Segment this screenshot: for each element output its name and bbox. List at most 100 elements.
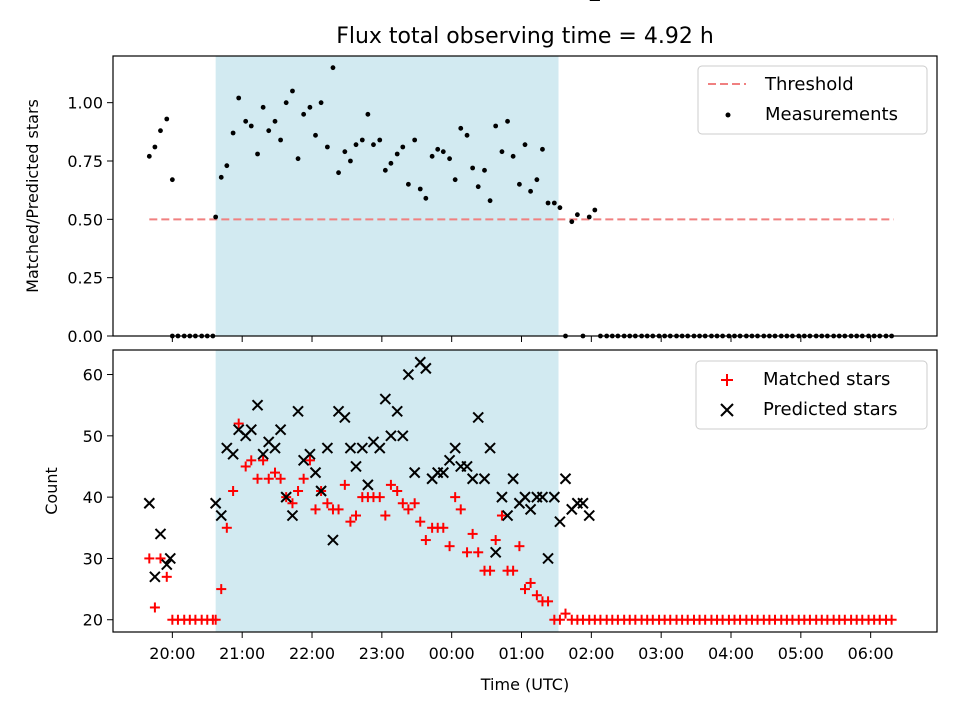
x-tick-label: 00:00 [429, 644, 475, 663]
matched-stars-points [144, 418, 897, 625]
predicted-star-point [304, 448, 316, 460]
measurement-point [365, 111, 371, 117]
measurement-point [574, 212, 580, 218]
measurement-point [342, 149, 348, 155]
x-tick-label: 21:00 [219, 644, 265, 663]
predicted-star-point [501, 509, 514, 522]
matched-star-point [161, 571, 172, 582]
matched-star-point [450, 492, 461, 503]
predicted-star-point [374, 442, 386, 454]
measurement-point [540, 146, 545, 152]
measurement-point [412, 137, 418, 143]
measurement-point [336, 170, 341, 176]
matched-star-point [886, 614, 897, 625]
predicted-star-point [554, 515, 566, 528]
predicted-star-point [524, 503, 537, 516]
matched-star-point [287, 498, 298, 509]
measurement-point [230, 130, 236, 136]
predicted-star-point [437, 466, 450, 479]
measurement-point [318, 100, 324, 106]
bottom-y-axis-label: Count [42, 467, 61, 515]
predicted-star-point [489, 546, 502, 559]
chart-title: Flux total observing time = 4.92 h [336, 24, 714, 49]
matched-star-point [233, 418, 244, 429]
predicted-star-point [379, 393, 392, 405]
predicted-star-point [385, 430, 397, 442]
measurement-point [295, 156, 301, 162]
measurement-point [482, 167, 487, 173]
matched-star-point [455, 504, 466, 515]
measurement-point [522, 142, 528, 148]
matched-star-point [270, 467, 281, 478]
legend-predicted-label: Predicted stars [763, 399, 897, 420]
matched-star-point [333, 504, 344, 515]
matched-star-point [210, 614, 221, 625]
predicted-star-point [209, 497, 222, 509]
predicted-star-point [227, 448, 239, 460]
measurement-point [330, 65, 336, 71]
predicted-star-point [344, 442, 357, 454]
measurement-point [435, 146, 441, 152]
x-tick-label: 05:00 [778, 644, 824, 663]
matched-star-point [322, 498, 333, 509]
measurement-point [236, 95, 242, 101]
matched-star-point [246, 455, 257, 466]
matched-star-point [252, 473, 263, 484]
measurement-point [499, 149, 505, 155]
predicted-star-point [559, 473, 572, 485]
predicted-star-point [484, 442, 496, 454]
measurement-point [377, 137, 383, 143]
matched-star-point [293, 486, 304, 496]
measurement-point [283, 100, 289, 106]
matched-star-point [310, 504, 321, 515]
observing-window-shade-bottom [215, 350, 559, 632]
predicted-star-point [321, 442, 334, 454]
measurement-point [475, 184, 481, 190]
predicted-star-point [397, 430, 409, 442]
measurement-point [152, 144, 158, 150]
matched-star-point [531, 590, 542, 601]
measurement-point [272, 118, 278, 124]
predicted-star-point [420, 362, 432, 375]
matched-star-point [228, 486, 239, 496]
predicted-star-point [478, 473, 491, 485]
measurement-point [169, 177, 175, 183]
measurement-point [290, 88, 295, 94]
matched-star-point [263, 473, 274, 484]
measurement-point [248, 123, 254, 129]
predicted-star-point [257, 448, 269, 460]
predicted-star-point [339, 411, 351, 424]
matched-star-point [392, 486, 403, 496]
measurement-point [545, 200, 551, 206]
predicted-star-point [309, 466, 322, 479]
y-tick-label: 50 [83, 427, 103, 446]
measurement-point [447, 156, 452, 162]
matched-star-point [144, 553, 155, 564]
predicted-star-point [356, 442, 369, 454]
x-tick-label: 02:00 [568, 644, 614, 663]
matched-star-point [415, 516, 426, 527]
predicted-star-point [251, 399, 264, 411]
measurement-point [313, 132, 318, 138]
measurement-point [301, 111, 307, 117]
legend-threshold-label: Threshold [764, 74, 854, 95]
predicted-star-point [466, 473, 479, 485]
predicted-star-point [496, 491, 508, 503]
measurement-point [224, 163, 230, 169]
matched-star-point [374, 492, 385, 503]
measurement-point [569, 219, 575, 225]
measurement-point [470, 165, 476, 171]
matched-star-point [351, 510, 362, 521]
legend-measurements-label: Measurements [765, 104, 898, 125]
y-tick-label: 0.00 [67, 327, 103, 346]
predicted-star-point [583, 509, 595, 522]
measurement-point [388, 160, 394, 166]
top-legend-box [697, 65, 928, 135]
matched-star-point [385, 479, 396, 490]
x-axis-label: Time (UTC) [480, 675, 569, 694]
matched-star-point [560, 608, 571, 619]
top-axes-frame [112, 55, 938, 337]
measurement-point [534, 177, 540, 183]
y-tick-label: 20 [83, 611, 103, 630]
predicted-star-point [292, 405, 304, 418]
